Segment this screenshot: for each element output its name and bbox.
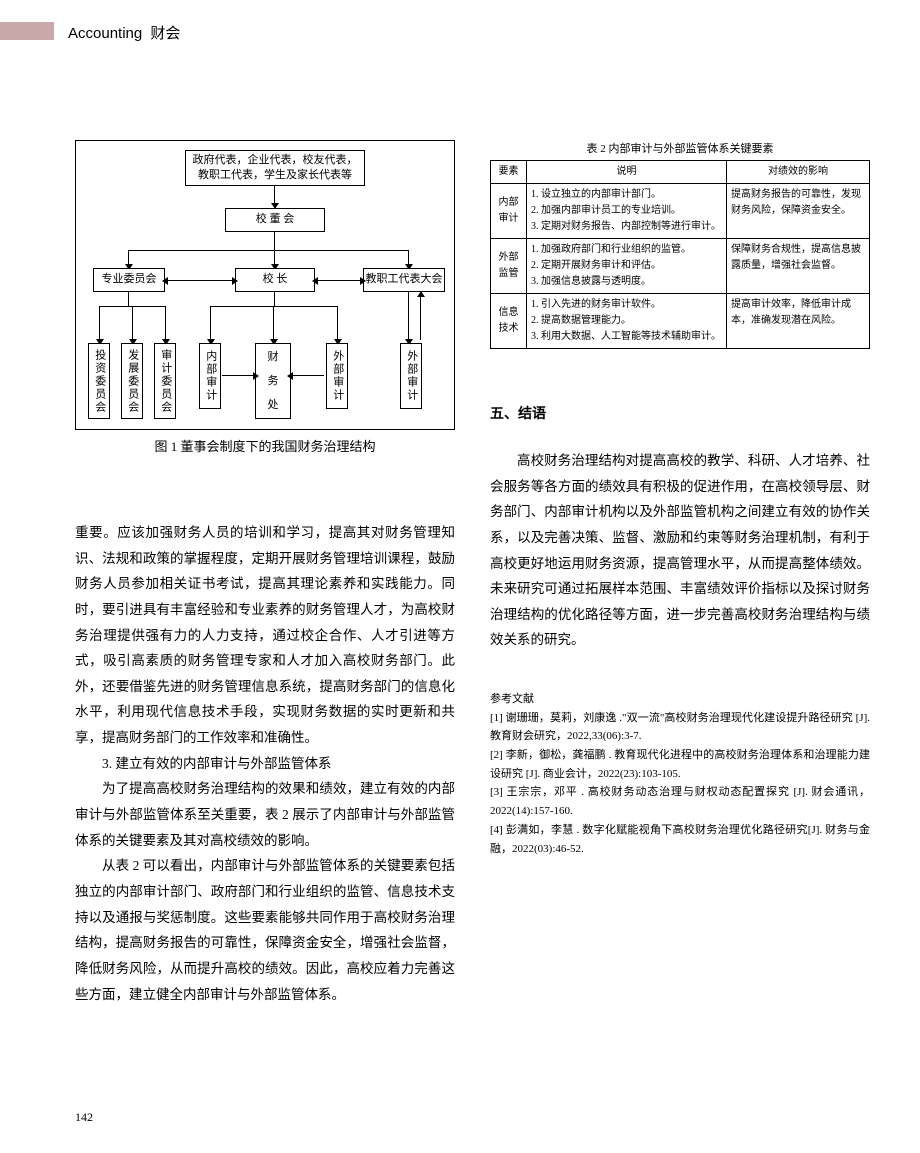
fig-line <box>317 280 361 281</box>
header-accent-bar <box>0 22 54 40</box>
table-2-grid: 要素 说明 对绩效的影响 内部 审计 1. 设立独立的内部审计部门。 2. 加强… <box>490 160 870 349</box>
fig-line <box>128 250 129 265</box>
page-number: 142 <box>75 1110 93 1125</box>
t2-r1-desc: 1. 加强政府部门和行业组织的监管。 2. 定期开展财务审计和评估。 3. 加强… <box>527 239 727 294</box>
fig-box-committee: 专业委员会 <box>93 268 165 292</box>
fig-line <box>210 306 338 307</box>
fig-box-congress: 教职工代表大会 <box>363 268 445 292</box>
fig-box-president: 校 长 <box>235 268 315 292</box>
t2-r2-desc: 1. 引入先进的财务审计软件。 2. 提高数据管理能力。 3. 利用大数据、人工… <box>527 294 727 349</box>
t2-r0-label: 内部 审计 <box>491 184 527 239</box>
header-cn: 财会 <box>150 25 180 42</box>
t2-r0-desc: 1. 设立独立的内部审计部门。 2. 加强内部审计员工的专业培训。 3. 定期对… <box>527 184 727 239</box>
ref-1: [1] 谢珊珊，莫莉，刘康逸 ."双一流"高校财务治理现代化建设提升路径研究 [… <box>490 709 870 746</box>
fig-line <box>99 306 100 340</box>
ref-4: [4] 彭满如，李慧 . 数字化赋能视角下高校财务治理优化路径研究[J]. 财务… <box>490 821 870 858</box>
figure-1-caption: 图 1 董事会制度下的我国财务治理结构 <box>75 436 455 455</box>
ref-2: [2] 李新，御松，龚福鹏 . 教育现代化进程中的高校财务治理体系和治理能力建设… <box>490 746 870 783</box>
fig-box-b5: 财 务 处 <box>255 343 291 419</box>
fig-box-b1: 投资委员会 <box>88 343 110 419</box>
fig-line <box>274 250 275 265</box>
table-2-caption: 表 2 内部审计与外部监管体系关键要素 <box>490 140 870 156</box>
fig-line <box>408 250 409 265</box>
fig-box-b3: 审计委员会 <box>154 343 176 419</box>
t2-h0: 要素 <box>491 161 527 184</box>
t2-r2-label: 信息 技术 <box>491 294 527 349</box>
fig-line <box>273 306 274 340</box>
table-2: 表 2 内部审计与外部监管体系关键要素 要素 说明 对绩效的影响 内部 审计 1… <box>490 140 870 349</box>
para-3: 从表 2 可以看出，内部审计与外部监管体系的关键要素包括独立的内部审计部门、政府… <box>75 853 455 1007</box>
para-1: 重要。应该加强财务人员的培训和学习，提高其对财务管理知识、法规和政策的掌握程度，… <box>75 520 455 751</box>
fig-line <box>408 292 409 340</box>
t2-h2: 对绩效的影响 <box>727 161 870 184</box>
t2-r0-eff: 提高财务报告的可靠性，发现财务风险，保障资金安全。 <box>727 184 870 239</box>
fig-line <box>222 375 254 376</box>
fig-box-top: 政府代表，企业代表，校友代表， 教职工代表，学生及家长代表等 <box>185 150 365 186</box>
fig-line <box>274 232 275 250</box>
fig-line <box>165 306 166 340</box>
t2-r2-eff: 提高审计效率，降低审计成本，准确发现潜在风险。 <box>727 294 870 349</box>
header-en: Accounting <box>68 25 142 42</box>
t2-h1: 说明 <box>527 161 727 184</box>
figure-1: 政府代表，企业代表，校友代表， 教职工代表，学生及家长代表等 校 董 会 专业委… <box>75 140 455 450</box>
fig-box-b4: 内部审计 <box>199 343 221 409</box>
section-5-heading: 五、结语 <box>490 400 870 427</box>
refs-heading: 参考文献 <box>490 690 870 709</box>
fig-line <box>274 186 275 204</box>
fig-line <box>132 306 133 340</box>
fig-box-b6: 外部审计 <box>326 343 348 409</box>
para-2: 为了提高高校财务治理结构的效果和绩效，建立有效的内部审计与外部监管体系至关重要，… <box>75 776 455 853</box>
fig-line <box>420 296 421 340</box>
t2-r1-label: 外部 监管 <box>491 239 527 294</box>
references: 参考文献 [1] 谢珊珊，莫莉，刘康逸 ."双一流"高校财务治理现代化建设提升路… <box>490 690 870 858</box>
heading-3: 3. 建立有效的内部审计与外部监管体系 <box>75 751 455 777</box>
header-title: Accounting 财会 <box>68 22 180 43</box>
fig-box-b2: 发展委员会 <box>121 343 143 419</box>
fig-line <box>167 280 233 281</box>
left-column: 重要。应该加强财务人员的培训和学习，提高其对财务管理知识、法规和政策的掌握程度，… <box>75 520 455 1007</box>
fig-line <box>128 250 408 251</box>
t2-r1-eff: 保障财务合规性，提高信息披露质量，增强社会监督。 <box>727 239 870 294</box>
fig-line <box>128 292 129 306</box>
fig-line <box>337 306 338 340</box>
section-5-body: 高校财务治理结构对提高高校的教学、科研、人才培养、社会服务等各方面的绩效具有积极… <box>490 448 870 653</box>
fig-box-board: 校 董 会 <box>225 208 325 232</box>
fig-box-b6b: 外部审计 <box>400 343 422 409</box>
fig-line <box>210 306 211 340</box>
fig-line <box>274 292 275 306</box>
section-5-p1: 高校财务治理结构对提高高校的教学、科研、人才培养、社会服务等各方面的绩效具有积极… <box>490 448 870 653</box>
section-5: 五、结语 <box>490 400 870 427</box>
fig-line <box>292 375 324 376</box>
ref-3: [3] 王宗宗，邓平 . 高校财务动态治理与财权动态配置探究 [J]. 财会通讯… <box>490 783 870 820</box>
